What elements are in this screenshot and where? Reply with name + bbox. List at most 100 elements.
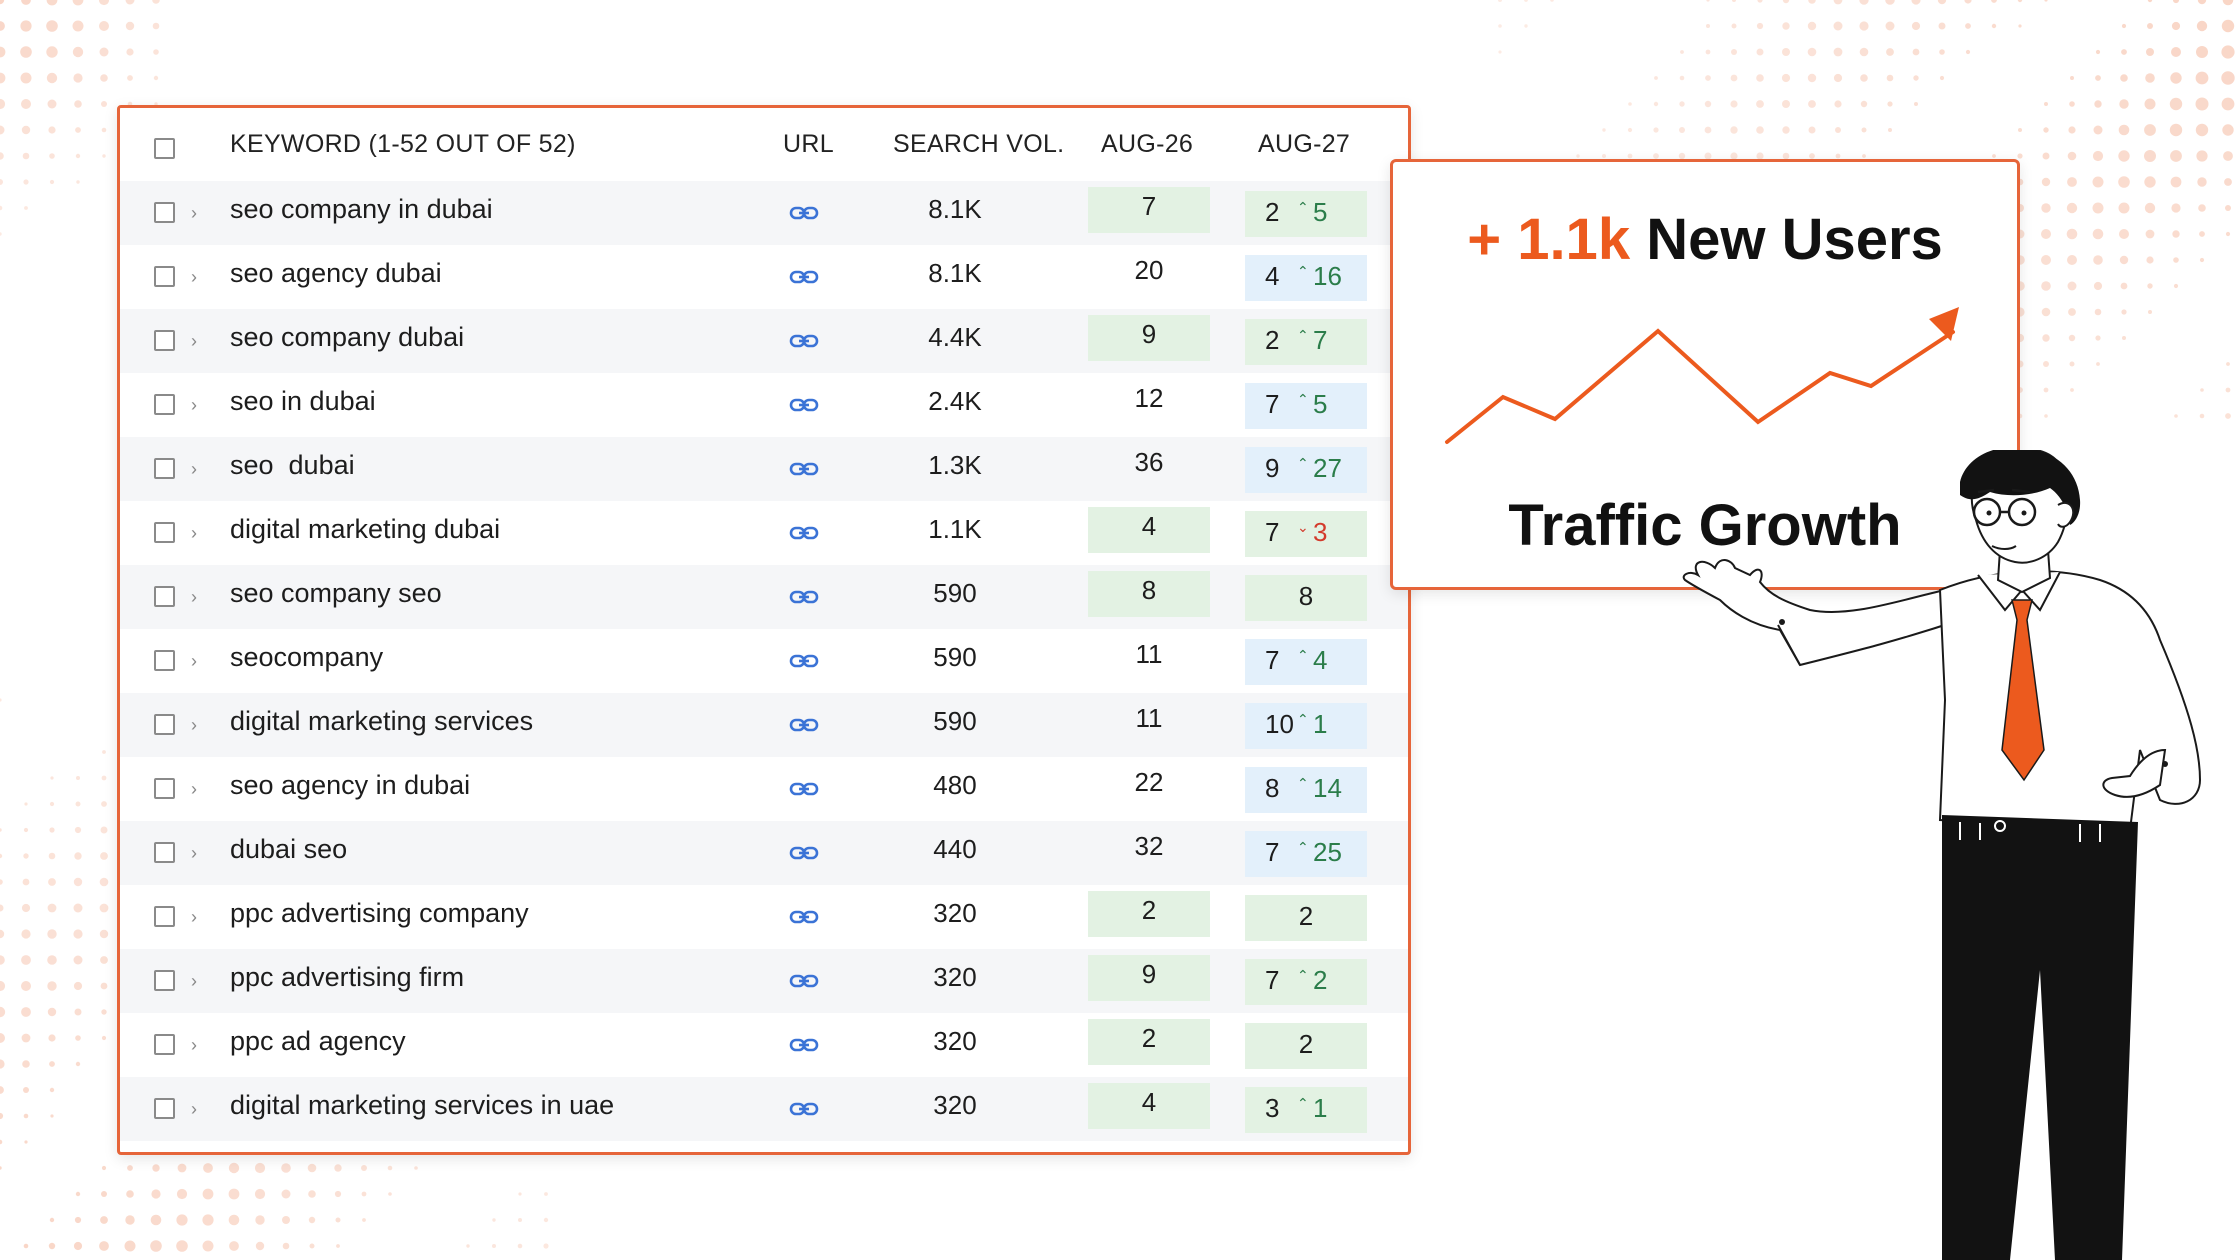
search-volume-cell: 480 [933, 770, 977, 800]
aug27-rank: 7 [1265, 965, 1280, 995]
table-row[interactable]: › digital marketing services 590 11 10 ⌃ 1 [120, 693, 1408, 757]
keyword-column-header[interactable]: KEYWORD (1-52 OUT OF 52) [230, 130, 576, 158]
aug26-column-header[interactable]: AUG-26 [1101, 130, 1194, 158]
link-icon[interactable] [789, 777, 819, 801]
rank-change: 1 [1313, 1093, 1328, 1123]
link-icon[interactable] [789, 393, 819, 417]
link-icon[interactable] [789, 969, 819, 993]
caret-up-icon: ⌃ [1297, 775, 1309, 791]
link-icon[interactable] [789, 649, 819, 673]
chevron-right-icon[interactable]: › [191, 331, 197, 351]
aug27-rank: 8 [1298, 581, 1314, 611]
link-icon[interactable] [789, 201, 819, 225]
table-row[interactable]: › seo in dubai 2.4K 12 7 ⌃ 5 [120, 373, 1408, 437]
table-row[interactable]: › ppc ad agency 320 2 2 [120, 1013, 1408, 1077]
table-row[interactable]: › seocompany 590 11 7 ⌃ 4 [120, 629, 1408, 693]
caret-down-icon: ⌄ [1297, 519, 1309, 535]
table-row[interactable]: › seo company seo 590 8 8 [120, 565, 1408, 629]
chevron-right-icon[interactable]: › [191, 523, 197, 543]
row-checkbox[interactable] [154, 586, 175, 607]
aug27-rank-cell: 8 [1245, 575, 1367, 621]
aug26-rank-cell: 11 [1135, 703, 1163, 733]
row-checkbox[interactable] [154, 330, 175, 351]
aug26-rank-cell: 8 [1088, 571, 1210, 617]
search-volume-column-header[interactable]: SEARCH VOL. [893, 130, 1065, 158]
link-icon[interactable] [789, 713, 819, 737]
row-checkbox[interactable] [154, 266, 175, 287]
keyword-cell: seo company dubai [230, 322, 465, 352]
aug27-rank-cell: 7 ⌄ 3 [1245, 511, 1367, 557]
chevron-right-icon[interactable]: › [191, 779, 197, 799]
chevron-right-icon[interactable]: › [191, 203, 197, 223]
row-checkbox[interactable] [154, 458, 175, 479]
aug27-rank: 2 [1298, 1029, 1314, 1059]
chevron-right-icon[interactable]: › [191, 1035, 197, 1055]
link-icon[interactable] [789, 1033, 819, 1057]
rank-change: 2 [1313, 965, 1328, 995]
link-icon[interactable] [789, 521, 819, 545]
link-icon[interactable] [789, 329, 819, 353]
select-all-checkbox[interactable] [154, 138, 175, 159]
aug27-rank-cell: 8 ⌃ 14 [1245, 767, 1367, 813]
link-icon[interactable] [789, 1097, 819, 1121]
keyword-cell: digital marketing services in uae [230, 1090, 615, 1120]
link-icon[interactable] [789, 265, 819, 289]
row-checkbox[interactable] [154, 650, 175, 671]
chevron-right-icon[interactable]: › [191, 587, 197, 607]
chevron-right-icon[interactable]: › [191, 715, 197, 735]
chevron-right-icon[interactable]: › [191, 1099, 197, 1119]
aug27-column-header[interactable]: AUG-27 [1258, 130, 1351, 158]
chevron-right-icon[interactable]: › [191, 395, 197, 415]
aug27-rank-cell: 2 [1245, 1023, 1367, 1069]
row-checkbox[interactable] [154, 1098, 175, 1119]
keyword-cell: seo agency in dubai [230, 770, 471, 800]
row-checkbox[interactable] [154, 970, 175, 991]
aug27-rank-cell: 7 ⌃ 5 [1245, 383, 1367, 429]
row-checkbox[interactable] [154, 778, 175, 799]
row-checkbox[interactable] [154, 394, 175, 415]
table-row[interactable]: › digital marketing services in uae 320 4 3 ⌃… [120, 1077, 1408, 1141]
keyword-ranking-table: KEYWORD (1-52 OUT OF 52) URL SEARCH VOL.… [117, 105, 1411, 1155]
aug27-rank: 8 [1265, 773, 1280, 803]
chevron-right-icon[interactable]: › [191, 971, 197, 991]
rank-change: 27 [1313, 453, 1342, 483]
keyword-cell: seo in dubai [230, 386, 376, 416]
aug27-rank: 7 [1265, 837, 1280, 867]
chevron-right-icon[interactable]: › [191, 651, 197, 671]
chevron-right-icon[interactable]: › [191, 843, 197, 863]
row-checkbox[interactable] [154, 906, 175, 927]
caret-up-icon: ⌃ [1297, 647, 1309, 663]
url-column-header[interactable]: URL [783, 130, 834, 158]
keyword-cell: seo company in dubai [230, 194, 493, 224]
chevron-right-icon[interactable]: › [191, 907, 197, 927]
row-checkbox[interactable] [154, 1034, 175, 1055]
table-row[interactable]: › seo agency in dubai 480 22 8 ⌃ 14 [120, 757, 1408, 821]
row-checkbox[interactable] [154, 714, 175, 735]
chevron-right-icon[interactable]: › [191, 267, 197, 287]
aug27-rank-cell: 4 ⌃ 16 [1245, 255, 1367, 301]
row-checkbox[interactable] [154, 202, 175, 223]
rank-change: 3 [1313, 517, 1328, 547]
search-volume-cell: 440 [933, 834, 977, 864]
table-row[interactable]: › seo company dubai 4.4K 9 2 ⌃ 7 [120, 309, 1408, 373]
table-row[interactable]: › digital marketing dubai 1.1K 4 7 ⌄ 3 [120, 501, 1408, 565]
keyword-cell: dubai seo [230, 834, 348, 864]
caret-up-icon: ⌃ [1297, 199, 1309, 215]
table-row[interactable]: › dubai seo 440 32 7 ⌃ 25 [120, 821, 1408, 885]
table-header: KEYWORD (1-52 OUT OF 52) URL SEARCH VOL.… [120, 108, 1408, 181]
table-row[interactable]: › ppc advertising firm 320 9 7 ⌃ 2 [120, 949, 1408, 1013]
table-row[interactable]: › seo company in dubai 8.1K 7 2 ⌃ 5 [120, 181, 1408, 245]
search-volume-cell: 320 [933, 1026, 977, 1056]
link-icon[interactable] [789, 457, 819, 481]
row-checkbox[interactable] [154, 522, 175, 543]
chevron-right-icon[interactable]: › [191, 459, 197, 479]
table-row[interactable]: › seo dubai 1.3K 36 9 ⌃ 27 [120, 437, 1408, 501]
link-icon[interactable] [789, 585, 819, 609]
link-icon[interactable] [789, 841, 819, 865]
keyword-cell: seocompany [230, 642, 384, 672]
table-row[interactable]: › ppc advertising company 320 2 2 [120, 885, 1408, 949]
row-checkbox[interactable] [154, 842, 175, 863]
link-icon[interactable] [789, 905, 819, 929]
keyword-cell: digital marketing services [230, 706, 534, 736]
table-row[interactable]: › seo agency dubai 8.1K 20 4 ⌃ 16 [120, 245, 1408, 309]
